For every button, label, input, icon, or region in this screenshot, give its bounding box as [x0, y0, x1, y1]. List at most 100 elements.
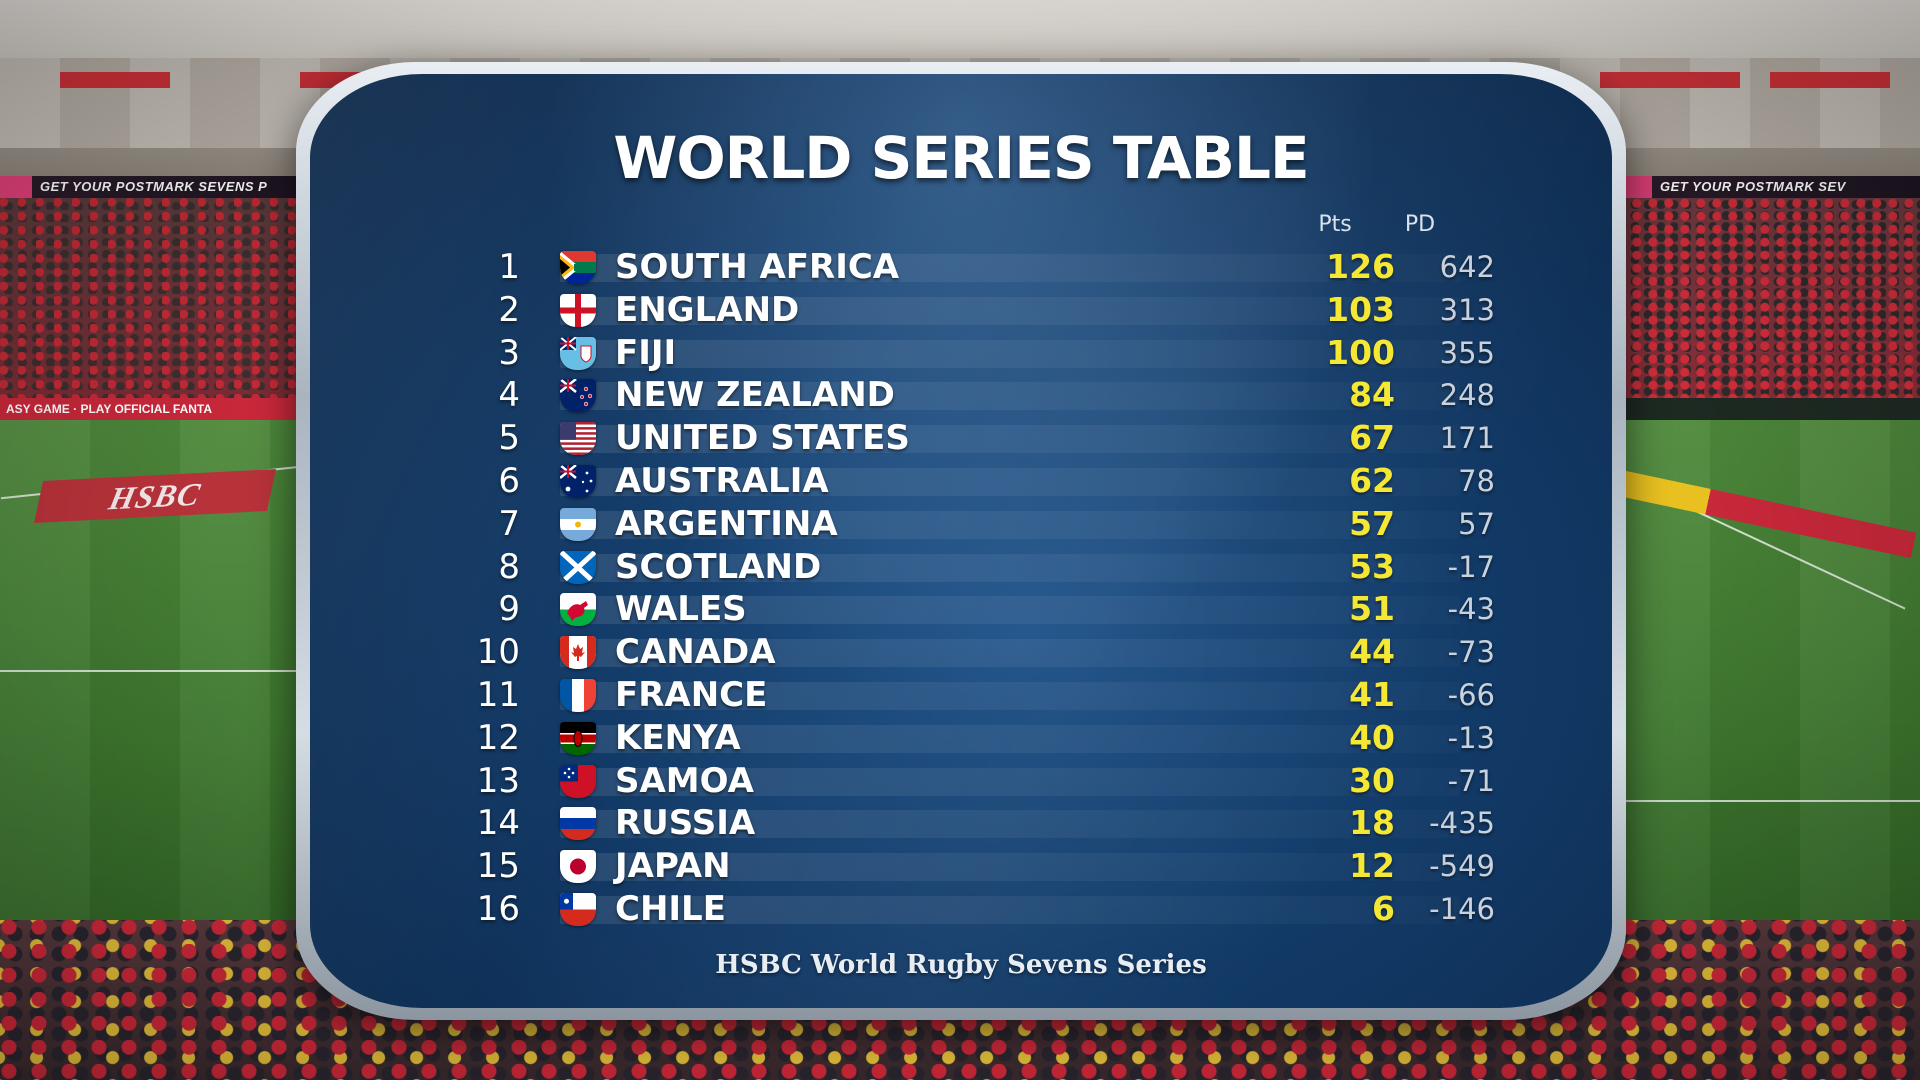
- ad-board-left: GET YOUR POSTMARK SEVENS P: [0, 176, 380, 198]
- rank: 10: [476, 632, 520, 673]
- rank: 6: [498, 460, 520, 501]
- points-difference: -146: [1429, 891, 1495, 926]
- team-name: SAMOA: [615, 760, 754, 801]
- team-points: 103: [1326, 289, 1395, 329]
- france-flag-icon: [560, 678, 596, 712]
- team-name: JAPAN: [615, 846, 731, 887]
- rank: 1: [498, 247, 520, 287]
- row-band: [560, 639, 1460, 668]
- row-band: [560, 681, 1460, 710]
- team-points: 6: [1372, 888, 1395, 928]
- wales-flag-icon: [560, 593, 596, 627]
- team-name: AUSTRALIA: [615, 460, 829, 501]
- rank: 15: [476, 846, 520, 887]
- team-name: ARGENTINA: [615, 503, 838, 544]
- australia-flag-icon: [560, 464, 596, 498]
- table-row: 5 UNITED STATES 67 171: [310, 417, 1612, 460]
- row-band: [560, 467, 1460, 496]
- team-name: SOUTH AFRICA: [615, 247, 900, 287]
- united-states-flag-icon: [560, 422, 596, 456]
- rank: 13: [476, 760, 520, 801]
- column-header-points: Pts: [1318, 212, 1352, 237]
- team-name: KENYA: [615, 717, 741, 758]
- rank: 8: [498, 546, 520, 587]
- row-band: [560, 382, 1460, 411]
- team-name: FIJI: [615, 332, 677, 373]
- team-points: 67: [1349, 418, 1395, 458]
- canada-flag-icon: [560, 636, 596, 670]
- team-name: SCOTLAND: [615, 546, 822, 587]
- team-points: 41: [1349, 674, 1395, 714]
- row-band: [560, 767, 1460, 796]
- row-band: [560, 553, 1460, 582]
- samoa-flag-icon: [560, 764, 596, 798]
- row-band: [560, 296, 1460, 325]
- table-row: 14 RUSSIA 18 -435: [310, 802, 1612, 845]
- pitch-line: [0, 670, 360, 672]
- points-difference: -435: [1429, 806, 1495, 841]
- crowd-left: [0, 198, 340, 398]
- points-difference: -66: [1447, 677, 1495, 712]
- table-row: 3 FIJI 100 355: [310, 332, 1612, 375]
- stadium-roof: [0, 0, 1920, 61]
- rank: 4: [498, 375, 520, 416]
- rank: 11: [476, 674, 520, 715]
- pink-accent: [0, 176, 32, 198]
- table-row: 9 WALES 51 -43: [310, 588, 1612, 631]
- row-band: [560, 510, 1460, 539]
- points-difference: -13: [1447, 720, 1495, 755]
- row-band: [560, 724, 1460, 753]
- team-name: RUSSIA: [615, 803, 756, 844]
- team-points: 84: [1349, 375, 1395, 415]
- points-difference: 248: [1439, 378, 1495, 413]
- column-header-points-difference: PD: [1404, 212, 1436, 237]
- table-row: 16 CHILE 6 -146: [310, 888, 1612, 931]
- rank: 14: [476, 803, 520, 844]
- rank: 9: [498, 589, 520, 630]
- team-points: 12: [1349, 846, 1395, 886]
- table-row: 2 ENGLAND 103 313: [310, 289, 1612, 332]
- row-band: [560, 425, 1460, 454]
- rank: 16: [476, 888, 520, 929]
- table-row: 8 SCOTLAND 53 -17: [310, 546, 1612, 589]
- row-band: [560, 810, 1460, 839]
- team-name: ENGLAND: [615, 289, 800, 330]
- points-difference: -549: [1429, 849, 1495, 884]
- red-seat-block: [1770, 72, 1890, 88]
- points-difference: 78: [1458, 463, 1495, 498]
- chile-flag-icon: [560, 892, 596, 926]
- rank: 5: [498, 418, 520, 459]
- argentina-flag-icon: [560, 507, 596, 541]
- pink-accent: [1620, 176, 1652, 198]
- standings-table-panel: WORLD SERIES TABLE Pts PD 1 SOUTH AFRICA…: [310, 74, 1612, 1008]
- table-row: 4 NEW ZEALAND 84 248: [310, 374, 1612, 417]
- points-difference: -17: [1447, 549, 1495, 584]
- table-row: 12 KENYA 40 -13: [310, 717, 1612, 760]
- ad-board-right: GET YOUR POSTMARK SEV: [1620, 176, 1920, 198]
- table-row: 10 CANADA 44 -73: [310, 631, 1612, 674]
- points-difference: 171: [1439, 421, 1495, 456]
- row-band: [560, 254, 1460, 282]
- crowd-right: [1600, 198, 1920, 398]
- team-name: NEW ZEALAND: [615, 375, 895, 416]
- standings-rows: 1 SOUTH AFRICA 126 642 2 ENGLAND 103 313: [310, 246, 1612, 931]
- points-difference: -43: [1447, 592, 1495, 627]
- ad-board-right-text: GET YOUR POSTMARK SEV: [1660, 179, 1846, 194]
- row-band: [560, 596, 1460, 625]
- table-row: 7 ARGENTINA 57 57: [310, 503, 1612, 546]
- team-name: CANADA: [615, 632, 776, 673]
- england-flag-icon: [560, 293, 596, 327]
- team-points: 30: [1349, 760, 1395, 800]
- south-africa-flag-icon: [560, 251, 596, 284]
- team-name: WALES: [615, 589, 747, 630]
- russia-flag-icon: [560, 807, 596, 841]
- japan-flag-icon: [560, 850, 596, 884]
- table-row: 13 SAMOA 30 -71: [310, 760, 1612, 803]
- rank: 2: [498, 289, 520, 330]
- points-difference: 57: [1458, 506, 1495, 541]
- team-points: 44: [1349, 632, 1395, 672]
- new-zealand-flag-icon: [560, 379, 596, 413]
- ad-board-left-text: GET YOUR POSTMARK SEVENS P: [40, 179, 268, 194]
- row-band: [560, 339, 1460, 368]
- rank: 7: [498, 503, 520, 544]
